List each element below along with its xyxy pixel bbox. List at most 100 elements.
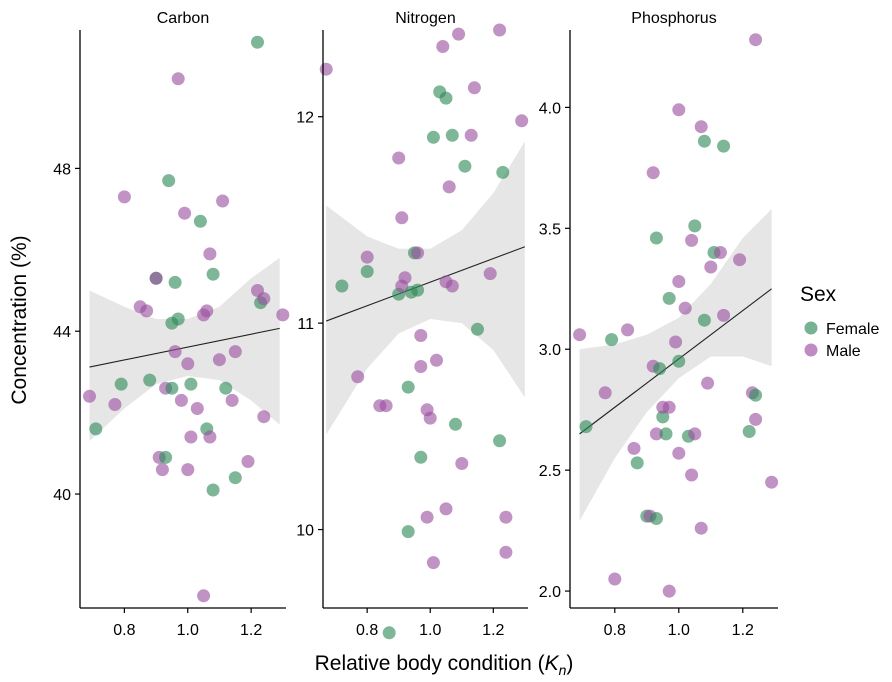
- data-point-female: [697, 134, 711, 148]
- y-tick-label: 3.5: [539, 221, 561, 238]
- data-point-male: [749, 33, 763, 47]
- data-point-female: [605, 333, 619, 347]
- x-tick-label: 1.0: [668, 622, 690, 639]
- data-point-male: [646, 166, 660, 180]
- x-tick-label: 0.8: [113, 622, 135, 639]
- data-point-male: [190, 402, 204, 415]
- x-tick-label: 1.0: [177, 622, 199, 639]
- data-point-male: [694, 521, 708, 535]
- data-point-male: [392, 151, 406, 165]
- panel-title-phosphorus: Phosphorus: [631, 10, 716, 27]
- data-point-male: [228, 345, 242, 359]
- y-tick-label: 48: [53, 161, 71, 178]
- data-point-male: [379, 399, 393, 413]
- data-point-male: [216, 194, 230, 208]
- data-point-male: [178, 206, 192, 220]
- data-point-male: [672, 446, 686, 460]
- legend-label-male: Male: [826, 343, 861, 360]
- data-point-male: [701, 376, 715, 390]
- x-tick-label: 0.8: [604, 622, 626, 639]
- data-point-male: [414, 329, 428, 342]
- data-point-male: [499, 510, 513, 524]
- data-point-female: [219, 381, 233, 395]
- data-point-male: [426, 556, 440, 570]
- data-point-male: [704, 260, 718, 274]
- data-point-male: [184, 430, 198, 444]
- data-point-male: [455, 457, 469, 470]
- data-point-male: [181, 357, 195, 371]
- x-tick-label: 1.2: [240, 622, 262, 639]
- legend-swatch-male: [804, 343, 818, 357]
- legend-label-female: Female: [826, 321, 879, 338]
- panels: Carbon 40 44 48 0.8 1.0 1.2 Nitrogen 10 11 12 0.8 1.…: [53, 10, 779, 640]
- data-point-female: [717, 139, 731, 153]
- data-point-female: [414, 450, 428, 464]
- y-tick-label: 4.0: [539, 100, 561, 117]
- data-point-female: [493, 434, 507, 448]
- data-point-female: [171, 312, 185, 326]
- y-tick-label: 11: [297, 316, 314, 333]
- y-tick-label: 10: [296, 523, 314, 540]
- data-point-female: [401, 525, 415, 539]
- data-point-male: [672, 275, 686, 288]
- data-point-female: [649, 231, 663, 245]
- data-point-male: [257, 292, 271, 306]
- legend-swatch-female: [804, 321, 818, 335]
- data-point-female: [445, 128, 459, 142]
- data-point-female: [649, 512, 663, 525]
- data-point-male: [395, 211, 409, 225]
- y-tick-label: 2.5: [539, 463, 561, 480]
- x-axis-title: Relative body condition (Kn): [315, 652, 574, 678]
- data-point-male: [713, 246, 727, 259]
- y-tick-label: 44: [53, 324, 71, 341]
- data-point-female: [193, 214, 207, 228]
- panel-nitrogen: Nitrogen 10 11 12 0.8 1.0 1.2: [296, 10, 529, 640]
- data-point-male: [621, 323, 635, 337]
- data-point-male: [197, 589, 211, 603]
- data-point-male: [276, 308, 290, 322]
- data-point-male: [649, 427, 663, 441]
- data-point-male: [439, 502, 453, 516]
- data-point-female: [449, 417, 462, 431]
- x-tick-label: 1.2: [732, 622, 754, 639]
- data-point-female: [251, 35, 264, 49]
- data-point-male: [414, 360, 428, 373]
- data-point-male: [423, 411, 437, 425]
- data-point-male: [515, 114, 529, 128]
- data-point-male: [319, 62, 333, 76]
- data-point-male: [436, 40, 450, 53]
- data-point-female: [659, 427, 673, 441]
- data-point-female: [165, 381, 179, 395]
- data-point-female: [360, 265, 374, 278]
- data-point-male: [573, 328, 587, 342]
- data-point-male: [662, 400, 676, 414]
- data-point-female: [206, 483, 220, 497]
- data-point-male: [685, 468, 699, 482]
- data-point-male: [155, 463, 169, 477]
- y-tick-label: 3.0: [539, 342, 561, 359]
- data-point-male: [108, 398, 122, 411]
- data-point-female: [411, 283, 425, 297]
- data-point-male: [203, 247, 217, 261]
- data-point-male: [212, 353, 226, 367]
- data-point-female: [168, 275, 182, 289]
- panel-carbon: Carbon 40 44 48 0.8 1.0 1.2: [53, 10, 290, 639]
- y-tick-label: 2.0: [539, 584, 561, 601]
- data-point-male: [717, 308, 731, 322]
- data-point-female: [159, 450, 173, 464]
- y-axis-title: Concentration (%): [8, 235, 31, 404]
- data-point-male: [257, 410, 271, 424]
- data-point-female: [426, 130, 440, 144]
- panel-phosphorus: Phosphorus 2.0 2.5 3.0 3.5 4.0 0.8 1.0 1.2: [539, 10, 779, 639]
- y-tick-label: 12: [296, 110, 314, 127]
- x-axis-title-close: ): [566, 652, 573, 675]
- data-point-female: [496, 165, 510, 179]
- data-point-male: [685, 233, 699, 247]
- data-point-male: [360, 250, 374, 264]
- data-point-male: [669, 335, 683, 349]
- data-point-male: [83, 389, 96, 403]
- confidence-band-nitrogen: [326, 141, 525, 435]
- data-point-male: [678, 301, 692, 315]
- data-point-female: [89, 422, 103, 436]
